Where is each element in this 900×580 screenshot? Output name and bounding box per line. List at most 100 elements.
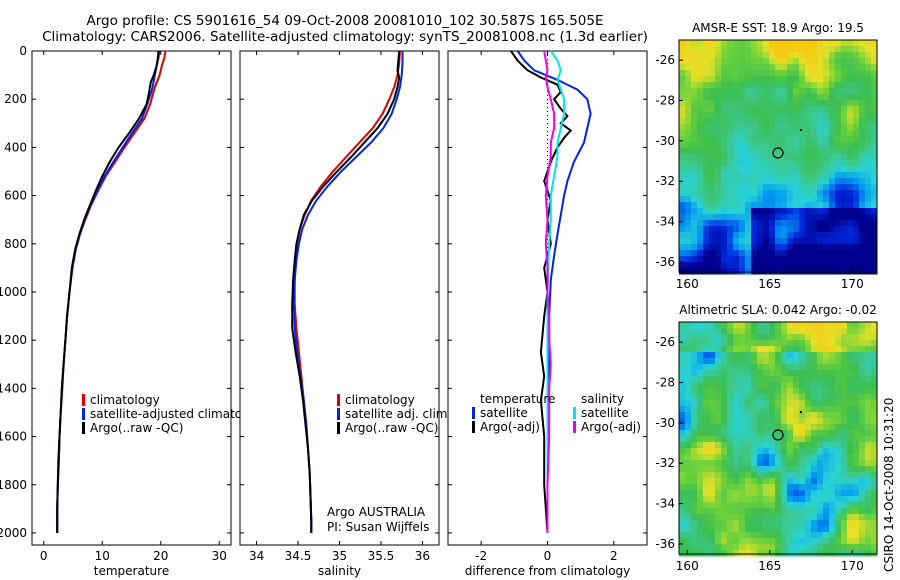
map-cell bbox=[841, 160, 848, 167]
argo-dot-marker bbox=[800, 128, 802, 131]
map-cell bbox=[793, 142, 800, 149]
map-cell bbox=[805, 340, 812, 347]
legend-label: Argo(-adj) bbox=[480, 420, 540, 434]
map-cell bbox=[703, 364, 710, 371]
map-cell bbox=[799, 76, 806, 83]
x-tick-label: 30 bbox=[212, 549, 227, 563]
map-cell bbox=[787, 148, 794, 155]
map-cell bbox=[697, 190, 704, 197]
map-cell bbox=[769, 112, 776, 119]
map-cell bbox=[793, 262, 800, 269]
map-cell bbox=[769, 328, 776, 335]
map-cell bbox=[745, 448, 752, 455]
map-cell bbox=[697, 532, 704, 539]
map-cell bbox=[703, 226, 710, 233]
map-cell bbox=[727, 106, 734, 113]
map-cell bbox=[679, 142, 686, 149]
map-cell bbox=[685, 58, 692, 65]
map-cell bbox=[721, 262, 728, 269]
map-cell bbox=[739, 82, 746, 89]
x-tick-label: 34.5 bbox=[285, 549, 312, 563]
map-cell bbox=[757, 544, 764, 551]
map-cell bbox=[865, 136, 872, 143]
map-cell bbox=[865, 538, 872, 545]
map-cell bbox=[727, 202, 734, 209]
map-cell bbox=[781, 412, 788, 419]
map-cell bbox=[757, 124, 764, 131]
map-cell bbox=[853, 172, 860, 179]
map-cell bbox=[679, 88, 686, 95]
map-cell bbox=[841, 334, 848, 341]
map-cell bbox=[715, 466, 722, 473]
x-axis-label: salinity bbox=[318, 564, 361, 578]
map-cell bbox=[739, 496, 746, 503]
map-cell bbox=[721, 352, 728, 359]
map-cell bbox=[733, 124, 740, 131]
map-cell bbox=[745, 118, 752, 125]
map-cell bbox=[847, 394, 854, 401]
map-cell bbox=[727, 256, 734, 263]
map-cell bbox=[691, 166, 698, 173]
map-cell bbox=[805, 40, 812, 47]
map-cell bbox=[769, 520, 776, 527]
map-cell bbox=[757, 88, 764, 95]
map-cell bbox=[865, 40, 872, 47]
map-cell bbox=[709, 394, 716, 401]
map-cell bbox=[745, 214, 752, 221]
map-cell bbox=[853, 322, 860, 329]
map-cell bbox=[817, 100, 824, 107]
map-cell bbox=[871, 394, 878, 401]
map-cell bbox=[859, 346, 866, 353]
map-cell bbox=[811, 46, 818, 53]
map-cell bbox=[751, 226, 758, 233]
map-cell bbox=[757, 142, 764, 149]
map-cell bbox=[775, 238, 782, 245]
map-cell bbox=[721, 376, 728, 383]
map-cell bbox=[763, 400, 770, 407]
map-cell bbox=[745, 40, 752, 47]
map-cell bbox=[745, 394, 752, 401]
map-cell bbox=[745, 454, 752, 461]
map-cell bbox=[679, 382, 686, 389]
map-cell bbox=[805, 262, 812, 269]
map-cell bbox=[799, 130, 806, 137]
map-cell bbox=[769, 40, 776, 47]
map-cell bbox=[865, 94, 872, 101]
map-cell bbox=[739, 112, 746, 119]
map-cell bbox=[679, 196, 686, 203]
map-cell bbox=[781, 124, 788, 131]
map-cell bbox=[817, 208, 824, 215]
map-cell bbox=[679, 226, 686, 233]
map-cell bbox=[805, 112, 812, 119]
map-cell bbox=[871, 370, 878, 377]
map-cell bbox=[709, 76, 716, 83]
map-cell bbox=[763, 76, 770, 83]
map-cell bbox=[721, 82, 728, 89]
map-cell bbox=[799, 100, 806, 107]
map-cell bbox=[733, 52, 740, 59]
map-cell bbox=[703, 106, 710, 113]
map-cell bbox=[697, 334, 704, 341]
map-cell bbox=[793, 238, 800, 245]
map-cell bbox=[823, 58, 830, 65]
map-cell bbox=[805, 178, 812, 185]
map-cell bbox=[793, 208, 800, 215]
map-cell bbox=[697, 130, 704, 137]
map-cell bbox=[703, 454, 710, 461]
map-cell bbox=[847, 340, 854, 347]
map-cell bbox=[691, 88, 698, 95]
map-cell bbox=[751, 262, 758, 269]
map-cell bbox=[769, 412, 776, 419]
map-cell bbox=[733, 394, 740, 401]
map-cell bbox=[817, 64, 824, 71]
map-cell bbox=[793, 106, 800, 113]
map-cell bbox=[781, 424, 788, 431]
map-cell bbox=[775, 76, 782, 83]
map-cell bbox=[715, 250, 722, 257]
map-cell bbox=[691, 232, 698, 239]
map-cell bbox=[853, 208, 860, 215]
map-cell bbox=[733, 328, 740, 335]
map-cell bbox=[829, 232, 836, 239]
map-cell bbox=[751, 358, 758, 365]
map-cell bbox=[751, 136, 758, 143]
